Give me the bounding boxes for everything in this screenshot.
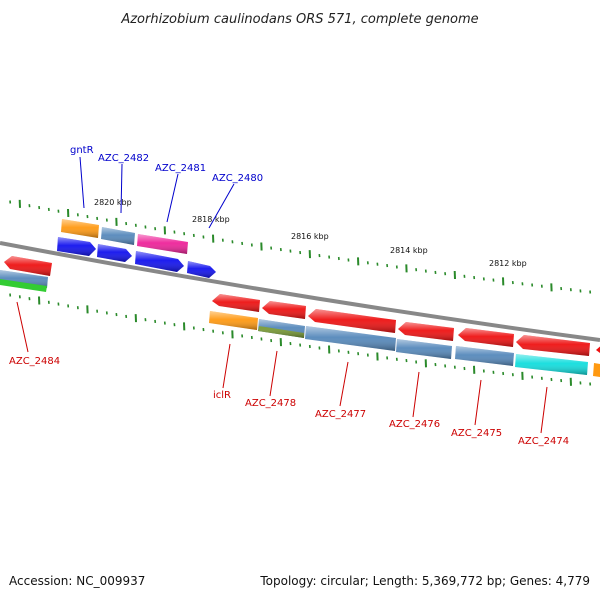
gene-feature [4, 256, 52, 276]
gene-feature [135, 251, 184, 272]
gene-label: AZC_2474 [518, 436, 569, 447]
gene-feature [57, 237, 96, 256]
gene-feature [596, 346, 600, 353]
gene-feature [101, 227, 135, 245]
inner-tick-ring [9, 293, 592, 386]
outer-tick-ring [9, 199, 592, 294]
scale-label: 2818 kbp [192, 215, 230, 224]
gene-feature [61, 219, 99, 238]
gene-feature [137, 234, 188, 254]
gene-label: AZC_2480 [212, 173, 263, 184]
gene-feature [212, 294, 260, 312]
gene-feature [458, 328, 514, 347]
gene-feature [187, 261, 216, 278]
gene-label: AZC_2477 [315, 409, 366, 420]
gene-label: AZC_2476 [389, 419, 440, 430]
gene-label: AZC_2478 [245, 398, 296, 409]
gene-feature [262, 301, 306, 319]
gene-labels: gntR AZC_2482 AZC_2481 AZC_2480 AZC_2484… [9, 145, 569, 447]
gene-label: AZC_2482 [98, 153, 149, 164]
gene-feature [0, 279, 47, 292]
gene-label: AZC_2475 [451, 428, 502, 439]
genome-backbone [0, 241, 600, 342]
gene-feature [593, 363, 600, 377]
gene-feature [308, 309, 396, 333]
scale-labels: 2820 kbp 2818 kbp 2816 kbp 2814 kbp 2812… [94, 198, 527, 268]
gene-feature [398, 322, 454, 341]
label-leader-lines [16, 156, 548, 434]
gene-features [0, 219, 600, 377]
gene-feature [455, 346, 514, 366]
gene-feature [97, 244, 132, 262]
gene-feature [0, 270, 48, 288]
gene-feature [305, 326, 396, 351]
gene-label: AZC_2484 [9, 356, 60, 367]
scale-label: 2816 kbp [291, 232, 329, 241]
scale-label: 2820 kbp [94, 198, 132, 207]
accession-text: Accession: NC_009937 [9, 574, 145, 588]
gene-label: AZC_2481 [155, 163, 206, 174]
gene-feature [258, 319, 305, 338]
gene-label: iclR [213, 390, 231, 401]
map-title: Azorhizobium caulinodans ORS 571, comple… [120, 12, 478, 27]
gene-label: gntR [70, 145, 94, 156]
gene-feature [396, 339, 452, 359]
genome-summary-text: Topology: circular; Length: 5,369,772 bp… [259, 574, 590, 588]
scale-label: 2812 kbp [489, 259, 527, 268]
gene-feature [515, 354, 588, 375]
gene-feature [516, 335, 590, 356]
gene-feature [209, 311, 258, 330]
scale-label: 2814 kbp [390, 246, 428, 255]
